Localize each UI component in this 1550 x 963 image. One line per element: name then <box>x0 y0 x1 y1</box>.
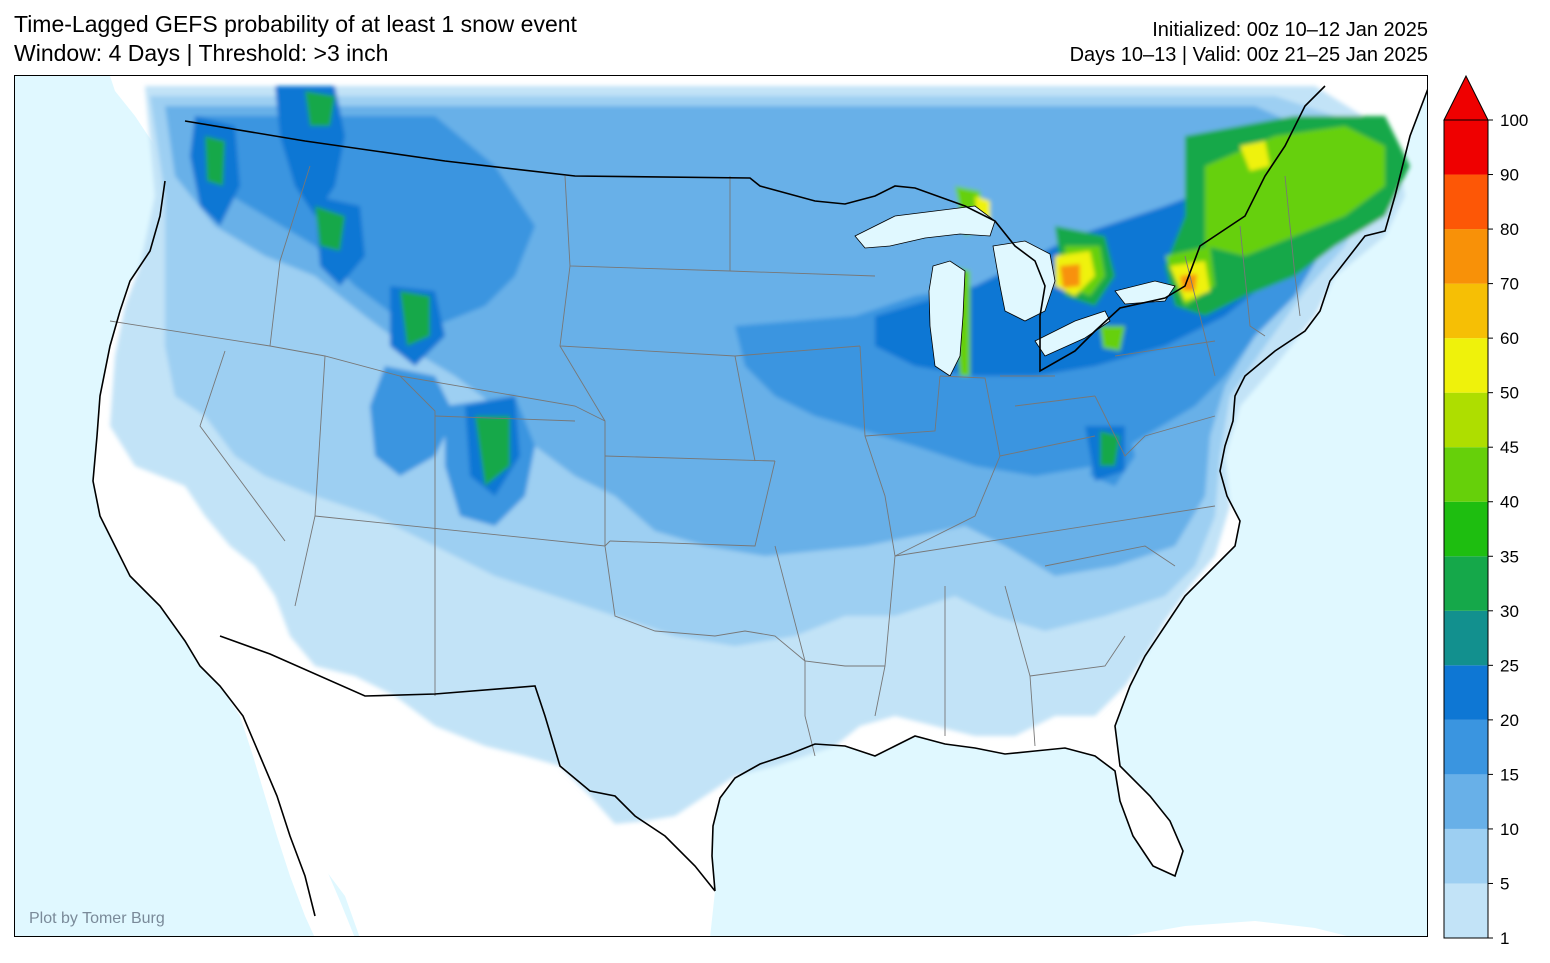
plot-credit: Plot by Tomer Burg <box>29 910 165 927</box>
land-baja <box>220 686 355 936</box>
colorbar-tick-label: 70 <box>1500 275 1519 294</box>
snow-probability-shading <box>110 86 1410 824</box>
colorbar-tick-label: 35 <box>1500 547 1519 566</box>
map-canvas <box>15 76 1427 936</box>
lake-huron <box>992 240 1056 322</box>
colorbar-swatch <box>1444 774 1488 829</box>
colorbar-tick-label: 60 <box>1500 329 1519 348</box>
colorbar-swatch <box>1444 447 1488 502</box>
colorbar-tick-label: 90 <box>1500 166 1519 185</box>
colorbar-tick-label: 80 <box>1500 220 1519 239</box>
colorbar-swatch <box>1444 501 1488 557</box>
map-title: Time-Lagged GEFS probability of at least… <box>14 11 577 37</box>
colorbar-swatches <box>1443 74 1489 939</box>
colorbar-swatch <box>1444 229 1488 284</box>
state-borders <box>109 165 1301 757</box>
colorbar-tick-label: 25 <box>1500 656 1519 675</box>
land-cuba <box>1126 921 1347 936</box>
colorbar-tick-label: 1 <box>1500 929 1509 944</box>
run-info: Initialized: 00z 10–12 Jan 2025 Days 10–… <box>1070 18 1428 68</box>
title-block: Time-Lagged GEFS probability of at least… <box>14 10 577 68</box>
colorbar-tick-label: 50 <box>1500 384 1519 403</box>
mexico-border <box>219 635 716 892</box>
colorbar-tick-label: 30 <box>1500 602 1519 621</box>
lake-superior <box>854 205 996 249</box>
initialized-label: Initialized: 00z 10–12 Jan 2025 <box>1152 19 1428 41</box>
colorbar-swatch <box>1444 828 1488 884</box>
colorbar-tick-label: 100 <box>1500 111 1528 130</box>
colorbar-swatch <box>1444 610 1488 666</box>
colorbar-tick-label: 15 <box>1500 765 1519 784</box>
great-lakes <box>854 205 1176 377</box>
colorbar-tick-label: 10 <box>1500 820 1519 839</box>
colorbar-swatch <box>1444 120 1488 175</box>
valid-label: Days 10–13 | Valid: 00z 21–25 Jan 2025 <box>1069 44 1428 66</box>
colorbar-swatch <box>1444 883 1488 938</box>
colorbar-extend-arrow <box>1443 74 1489 121</box>
lake-ontario <box>1114 280 1176 305</box>
map-panel: Plot by Tomer Burg <box>14 75 1428 937</box>
colorbar-swatch <box>1444 665 1488 720</box>
colorbar-tick-label: 40 <box>1500 493 1519 512</box>
national-borders <box>184 85 1326 892</box>
colorbar-tick-label: 20 <box>1500 711 1519 730</box>
lake-erie <box>1034 310 1111 357</box>
lake-michigan <box>928 260 966 377</box>
coastline <box>92 89 1427 917</box>
map-subtitle: Window: 4 Days | Threshold: >3 inch <box>14 40 389 66</box>
canada-border <box>184 85 1326 373</box>
colorbar-swatch <box>1444 392 1488 448</box>
colorbar-swatch <box>1444 338 1488 393</box>
colorbar-swatch <box>1444 283 1488 339</box>
colorbar-tick-label: 45 <box>1500 438 1519 457</box>
colorbar-tick-label: 5 <box>1500 874 1509 893</box>
colorbar-swatch <box>1444 556 1488 611</box>
colorbar-swatch <box>1444 719 1488 775</box>
colorbar-swatch <box>1444 174 1488 230</box>
